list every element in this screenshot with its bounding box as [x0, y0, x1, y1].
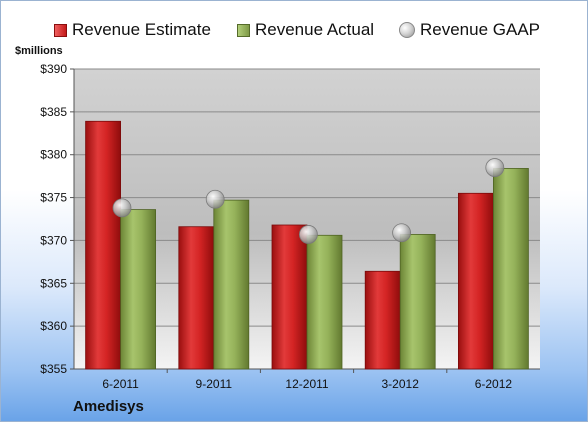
gaap-marker	[298, 225, 318, 244]
x-axis: 6-2011 9-2011 12-2011 3-2012 6-2012	[102, 369, 512, 391]
y-tick-label: $375	[40, 191, 67, 205]
y-tick-label: $365	[40, 276, 67, 290]
legend-swatch-actual	[237, 23, 250, 37]
legend-item-gaap: Revenue GAAP	[399, 17, 540, 43]
bars	[85, 120, 529, 370]
legend-item-estimate: Revenue Estimate	[54, 17, 211, 43]
actual-bar	[306, 234, 343, 370]
gaap-marker	[205, 189, 225, 209]
y-tick-label: $355	[40, 362, 67, 376]
x-tick-label: 9-2011	[196, 377, 233, 391]
legend: Revenue Estimate Revenue Actual Revenue …	[1, 17, 587, 43]
estimate-bar	[85, 120, 121, 370]
gaap-marker	[112, 198, 132, 218]
estimate-bar	[457, 192, 494, 370]
y-tick-label: $380	[40, 148, 67, 162]
y-tick-label: $360	[40, 319, 67, 333]
estimate-bar	[271, 224, 308, 370]
legend-label-estimate: Revenue Estimate	[72, 20, 211, 39]
actual-bar	[399, 234, 436, 370]
legend-label-gaap: Revenue GAAP	[420, 20, 541, 39]
gaap-markers	[112, 158, 505, 244]
y-tick-label: $385	[40, 105, 67, 119]
y-axis-units-label: $millions	[15, 45, 63, 57]
y-tick-label: $390	[40, 62, 67, 76]
estimate-bar	[364, 270, 401, 370]
estimate-bar	[178, 226, 215, 370]
legend-swatch-estimate	[54, 23, 67, 37]
actual-bar	[213, 199, 250, 370]
x-tick-label: 6-2011	[102, 377, 139, 391]
y-tick-label: $370	[40, 233, 67, 247]
x-tick-label: 6-2012	[475, 377, 513, 391]
x-tick-label: 3-2012	[382, 377, 420, 391]
legend-swatch-gaap	[399, 22, 415, 38]
legend-label-actual: Revenue Actual	[255, 20, 375, 39]
gaap-marker	[392, 223, 412, 243]
actual-bar	[492, 168, 529, 370]
gaap-marker	[485, 158, 505, 177]
x-tick-label: 12-2011	[285, 377, 328, 391]
legend-item-actual: Revenue Actual	[237, 17, 374, 43]
company-name: Amedisys	[73, 398, 144, 415]
actual-bar	[120, 209, 156, 370]
